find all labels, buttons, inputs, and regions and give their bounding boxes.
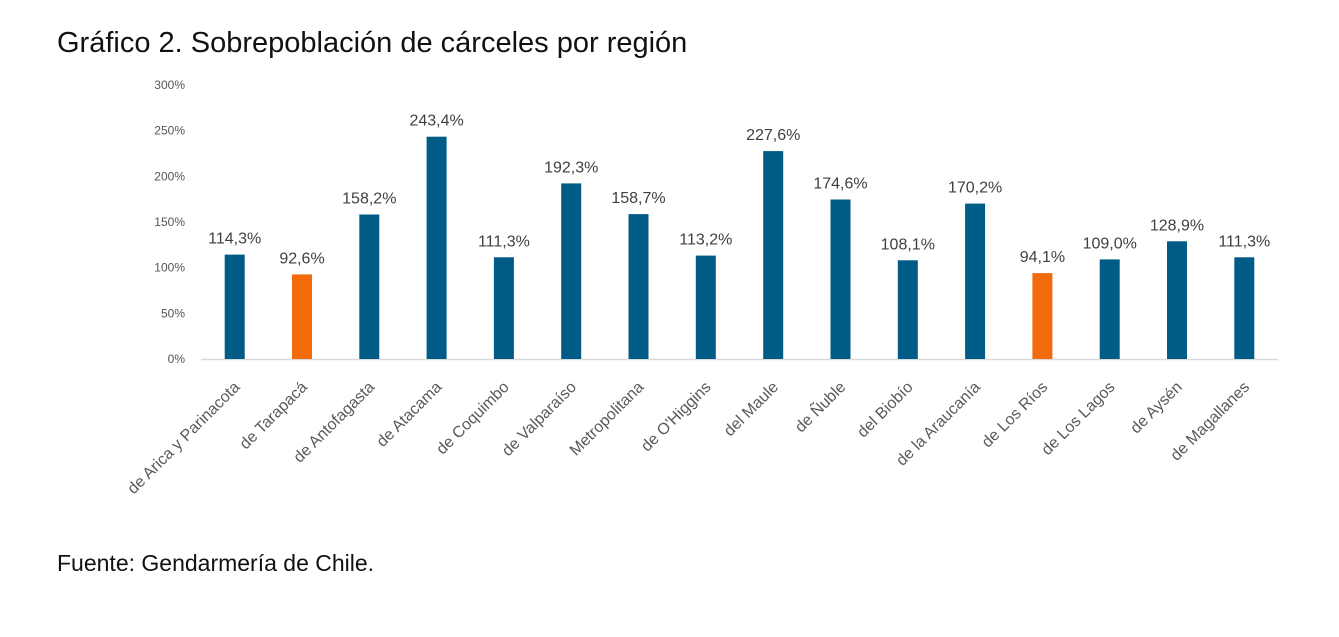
y-tick-label: 150%: [154, 215, 185, 229]
category-label: de Arica y Parinacota: [125, 379, 244, 498]
data-label: 158,2%: [342, 191, 396, 208]
data-label: 114,3%: [208, 231, 261, 248]
y-tick-label: 200%: [154, 169, 185, 183]
category-label: del Biobío: [854, 379, 916, 441]
chart-title: Gráfico 2. Sobrepoblación de cárceles po…: [57, 27, 688, 59]
category-label: de O'Higgins: [638, 379, 714, 455]
category-label: de Atacama: [374, 379, 446, 451]
bar: [628, 214, 649, 359]
bar: [1167, 241, 1187, 359]
y-tick-label: 300%: [154, 78, 185, 92]
data-label: 113,2%: [679, 232, 732, 249]
category-label: del Maule: [721, 379, 782, 440]
bar: [763, 151, 784, 359]
y-axis-ticks: 0% 50% 100% 150% 200% 250% 300%: [154, 78, 185, 366]
bar: [224, 254, 245, 359]
bar: [965, 203, 986, 359]
bar-series: [224, 136, 1255, 359]
data-label: 128,9%: [1150, 217, 1204, 234]
category-label: de Tarapacá: [237, 379, 311, 453]
data-label: 92,6%: [279, 250, 324, 267]
data-label: 192,3%: [544, 159, 598, 176]
bar: [1032, 273, 1053, 359]
bar: [830, 199, 851, 359]
category-label: de Ñuble: [790, 377, 850, 437]
bar: [695, 255, 716, 359]
data-label: 111,3%: [478, 233, 530, 250]
bar: [561, 183, 582, 359]
data-label: 111,3%: [1218, 233, 1270, 250]
y-tick-label: 100%: [154, 261, 185, 275]
category-label: de Aysén: [1127, 379, 1185, 437]
y-tick-label: 0%: [168, 352, 186, 366]
bar: [493, 257, 514, 359]
data-label: 158,7%: [611, 190, 665, 207]
bar: [1234, 257, 1255, 359]
data-label: 109,0%: [1083, 235, 1137, 252]
data-label: 108,1%: [881, 236, 935, 253]
data-labels: 114,3% 92,6% 158,2% 243,4% 111,3% 192,3% 158,7…: [208, 113, 1270, 268]
data-label: 94,1%: [1020, 249, 1065, 266]
bar: [359, 214, 380, 359]
bar: [292, 274, 312, 359]
y-tick-label: 250%: [154, 124, 185, 138]
data-label: 227,6%: [746, 127, 800, 144]
source-note: Fuente: Gendarmería de Chile.: [57, 550, 375, 576]
data-label: 243,4%: [409, 113, 463, 130]
bar: [426, 136, 447, 359]
bar: [1099, 259, 1120, 359]
bar: [897, 260, 918, 359]
data-label: 170,2%: [948, 180, 1002, 197]
category-label: de Los Ríos: [979, 379, 1051, 451]
y-tick-label: 50%: [161, 306, 185, 320]
data-label: 174,6%: [813, 176, 867, 193]
